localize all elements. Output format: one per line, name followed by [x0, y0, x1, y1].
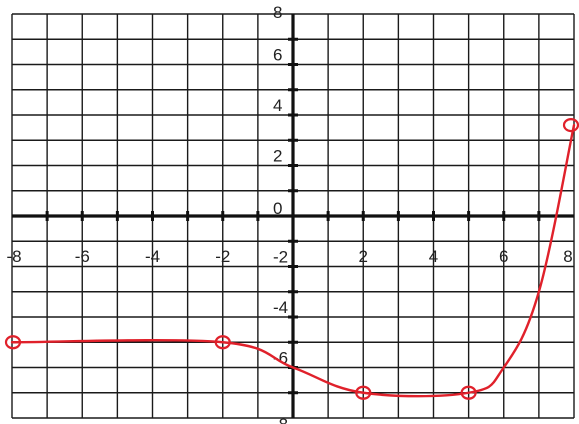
- series-point-marker: [460, 385, 477, 400]
- x-tick-label: -2: [215, 247, 230, 266]
- series-point-marker: [214, 335, 231, 350]
- x-tick-label: 2: [359, 247, 368, 266]
- x-tick-label: -6: [75, 247, 90, 266]
- x-tick-label: 6: [499, 247, 508, 266]
- y-tick-label: 6: [273, 46, 282, 65]
- x-tick-label: 8: [563, 247, 572, 266]
- y-tick-label: 4: [273, 96, 282, 115]
- y-tick-label: -2: [273, 248, 288, 267]
- series-point-marker: [355, 385, 372, 400]
- y-tick-label: -8: [273, 415, 288, 424]
- y-tick-label: 2: [273, 147, 282, 166]
- y-tick-label: 8: [273, 3, 282, 22]
- axes: [12, 14, 574, 418]
- x-tick-label: -4: [145, 247, 160, 266]
- series-point-marker: [4, 335, 22, 350]
- series-layer: [4, 118, 579, 400]
- x-tick-label: 4: [429, 247, 438, 266]
- series-line: [10, 123, 576, 398]
- y-tick-label: 0: [273, 199, 282, 218]
- series-point-marker: [562, 118, 579, 133]
- y-tick-label: -4: [273, 298, 288, 317]
- x-tick-label: -8: [6, 247, 21, 266]
